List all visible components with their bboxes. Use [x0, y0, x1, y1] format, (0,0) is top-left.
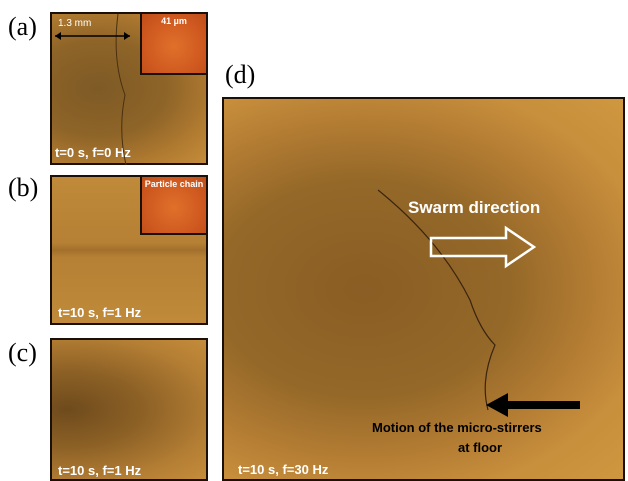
figure: (a) 41 µm t=0 s, f=0 Hz 1.3 mm (b) Parti… — [0, 0, 628, 481]
crack — [378, 190, 495, 410]
overlay — [0, 0, 628, 481]
motion-arrow — [486, 393, 580, 417]
